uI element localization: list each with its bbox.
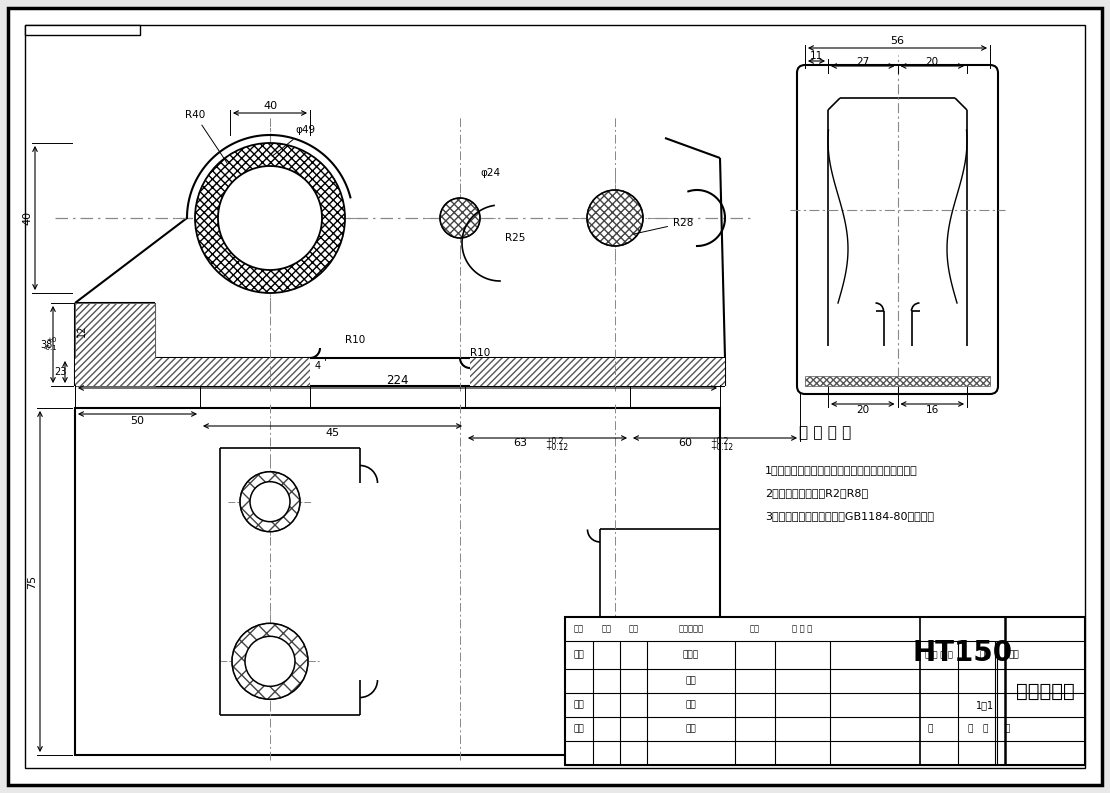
Text: 1、零件加工表面上不应有划痕，擦伤等表面缺陷；: 1、零件加工表面上不应有划痕，擦伤等表面缺陷；: [765, 465, 918, 475]
Circle shape: [245, 636, 295, 686]
Text: φ49: φ49: [272, 125, 315, 156]
Circle shape: [250, 481, 290, 522]
Text: 设计: 设计: [574, 650, 584, 660]
Text: 张: 张: [967, 725, 972, 734]
Text: 27: 27: [856, 57, 869, 67]
Text: 2、未注明圆角均为R2～R8；: 2、未注明圆角均为R2～R8；: [765, 488, 868, 498]
Text: R40: R40: [185, 110, 228, 163]
Text: 年 月 日: 年 月 日: [793, 625, 813, 634]
Bar: [565, 617, 1084, 765]
Text: R28: R28: [633, 218, 694, 234]
Text: 第: 第: [1005, 725, 1010, 734]
Text: 签名: 签名: [750, 625, 760, 634]
Text: 处数: 处数: [602, 625, 612, 634]
Text: 张: 张: [982, 725, 988, 734]
Text: HT150: HT150: [912, 639, 1012, 667]
Text: R25: R25: [505, 233, 525, 243]
Text: 班级: 班级: [686, 676, 696, 685]
Text: 分区: 分区: [628, 625, 638, 634]
Text: 40: 40: [263, 101, 278, 111]
Text: 共: 共: [927, 725, 932, 734]
Text: 63: 63: [513, 438, 527, 448]
Bar: [75, 408, 720, 755]
Bar: [26, 25, 140, 35]
Text: 50: 50: [131, 416, 144, 426]
Circle shape: [240, 472, 300, 531]
Text: 224: 224: [386, 374, 408, 388]
Text: 60: 60: [678, 438, 692, 448]
Text: 学号: 学号: [686, 700, 696, 710]
Text: 重量: 重量: [1009, 650, 1019, 660]
Text: 56: 56: [890, 36, 905, 46]
Circle shape: [232, 623, 307, 699]
Text: 12: 12: [77, 324, 87, 337]
Text: +0.2: +0.2: [710, 436, 728, 446]
Text: 更改文件号: 更改文件号: [678, 625, 704, 634]
Text: 1：1: 1：1: [976, 700, 995, 710]
Bar: [75, 303, 155, 386]
Text: 标记: 标记: [574, 625, 584, 634]
Text: 阶 段 标 记: 阶 段 标 记: [925, 650, 953, 660]
Text: φ24: φ24: [480, 168, 501, 178]
Text: 45: 45: [325, 428, 340, 438]
Text: +0: +0: [46, 338, 57, 343]
Text: 批准: 批准: [686, 725, 696, 734]
Text: 3、未注明形状公差应符合GB1184-80的要求。: 3、未注明形状公差应符合GB1184-80的要求。: [765, 511, 934, 521]
Bar: [75, 358, 310, 386]
Bar: [470, 358, 725, 386]
Text: 比例: 比例: [980, 650, 990, 660]
Text: 标准化: 标准化: [683, 650, 699, 660]
Text: R10: R10: [470, 348, 491, 358]
Text: 23: 23: [53, 367, 67, 377]
FancyBboxPatch shape: [797, 65, 998, 394]
Text: 38: 38: [40, 339, 52, 350]
Circle shape: [195, 143, 345, 293]
Text: 审核: 审核: [574, 700, 584, 710]
Text: 16: 16: [926, 405, 939, 415]
Circle shape: [440, 198, 480, 238]
Text: -0.1: -0.1: [44, 346, 58, 351]
Text: 轴支架毛坯: 轴支架毛坯: [1016, 681, 1074, 700]
Text: 11: 11: [810, 51, 824, 61]
Circle shape: [587, 190, 643, 246]
Text: 技 术 要 求: 技 术 要 求: [799, 426, 851, 440]
Text: +0.2: +0.2: [545, 436, 564, 446]
Circle shape: [218, 166, 322, 270]
Text: R10: R10: [345, 335, 365, 345]
Text: 75: 75: [27, 574, 37, 588]
Text: 40: 40: [22, 211, 32, 225]
Bar: [805, 376, 990, 386]
Text: +0.12: +0.12: [710, 442, 733, 451]
Text: 20: 20: [856, 405, 869, 415]
Text: 工艺: 工艺: [574, 725, 584, 734]
Text: 4: 4: [315, 361, 321, 371]
Text: +0.12: +0.12: [545, 442, 568, 451]
Text: 20: 20: [926, 57, 939, 67]
